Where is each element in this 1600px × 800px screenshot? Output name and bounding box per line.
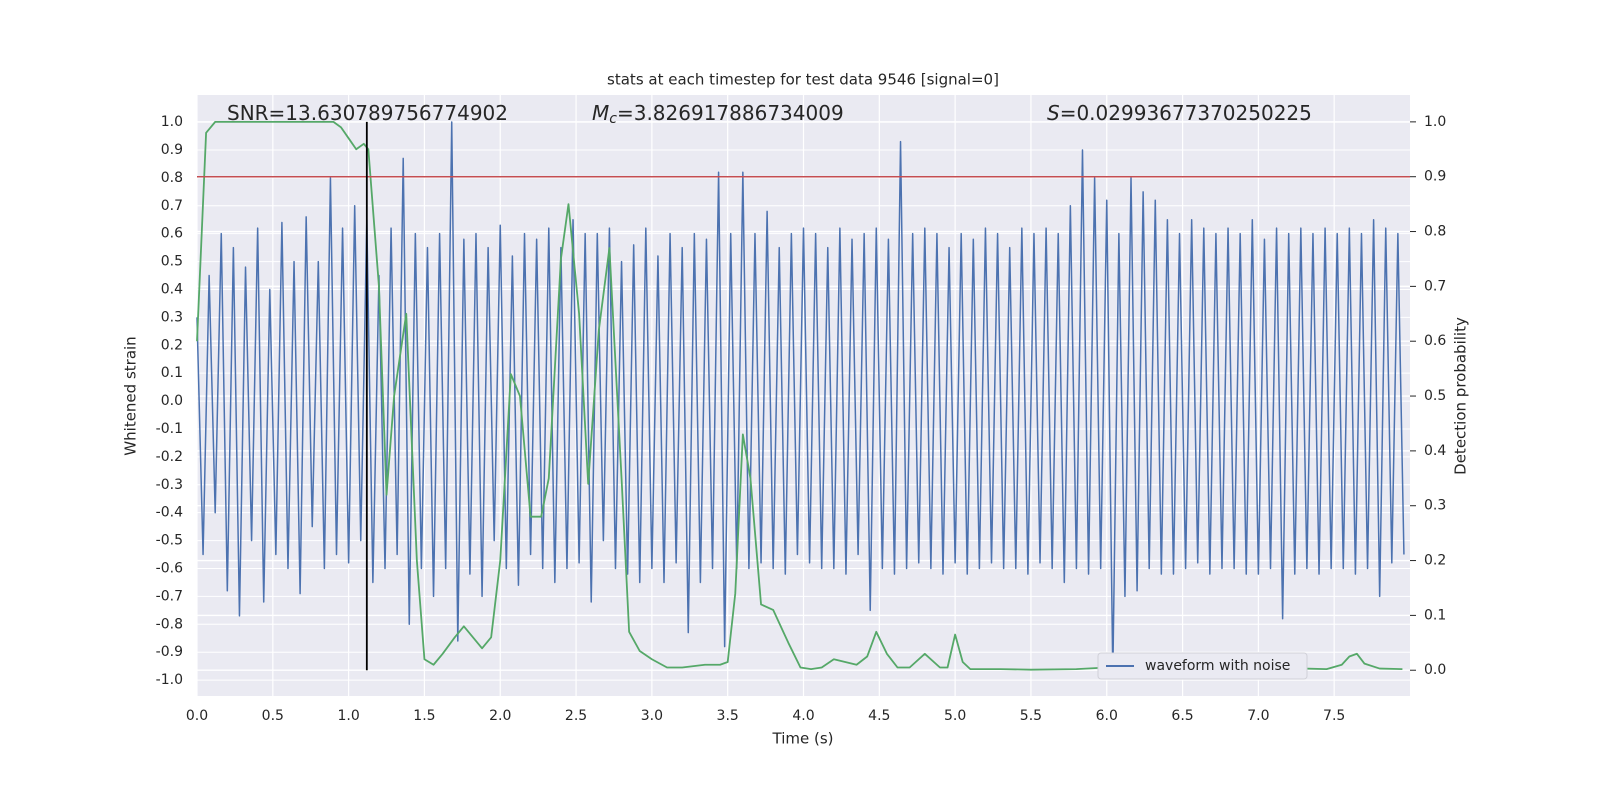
x-tick-label: 5.0 [944,708,966,724]
annotation: S=0.02993677370250225 [1047,101,1312,125]
y-axis-label: Whitened strain [122,336,140,455]
annotation-text: =0.02993677370250225 [1060,101,1312,125]
x-tick-label: 0.0 [186,708,208,724]
x-tick-label: 4.0 [792,708,814,724]
y-tick-label: -0.7 [156,588,183,604]
y-tick-label: -1.0 [156,672,183,688]
y-tick-label: -0.3 [156,477,183,493]
x-tick-label: 3.5 [717,708,739,724]
x-tick-label: 2.5 [565,708,587,724]
y-tick-label: 0.0 [161,393,183,409]
y2-tick-label: 0.4 [1424,443,1446,459]
y2-tick-label: 0.8 [1424,224,1446,240]
legend-label: waveform with noise [1145,658,1290,674]
y2-tick-label: 1.0 [1424,114,1446,130]
x-tick-label: 1.0 [337,708,359,724]
y2-tick-label: 0.6 [1424,333,1446,349]
x-tick-label: 5.5 [1020,708,1042,724]
y-tick-label: -0.5 [156,533,183,549]
y-tick-label: 0.9 [161,142,183,158]
y-tick-label: 0.1 [161,365,183,381]
y-tick-label: 0.4 [161,281,183,297]
y-tick-label: -0.4 [156,505,183,521]
y-tick-label: -0.9 [156,644,183,660]
x-tick-label: 3.0 [641,708,663,724]
y-tick-label: -0.8 [156,616,183,632]
y-tick-label: 0.8 [161,170,183,186]
y-tick-label: -0.2 [156,449,183,465]
y2-tick-label: 0.1 [1424,607,1446,623]
y2-axis-label: Detection probability [1452,317,1470,475]
y-tick-label: 0.6 [161,226,183,242]
y-tick-label: 0.7 [161,198,183,214]
annotation-symbol: M [592,101,609,125]
x-axis-label: Time (s) [772,730,834,748]
annotation: Mc=3.826917886734009 [592,101,844,128]
y-tick-label: 0.3 [161,309,183,325]
y2-tick-label: 0.3 [1424,498,1446,514]
annotation-symbol: S [1047,101,1060,125]
y-tick-label: 0.5 [161,254,183,270]
x-tick-label: 2.0 [489,708,511,724]
y2-tick-label: 0.0 [1424,662,1446,678]
annotation: SNR=13.630789756774902 [227,101,508,125]
y2-tick-label: 0.7 [1424,278,1446,294]
series-line [196,121,1405,676]
x-tick-label: 7.5 [1323,708,1345,724]
y-tick-label: 0.2 [161,337,183,353]
y-tick-label: 1.0 [161,114,183,130]
x-tick-label: 6.5 [1171,708,1193,724]
y2-tick-label: 0.5 [1424,388,1446,404]
x-tick-label: 7.0 [1247,708,1269,724]
annotation-text: =3.826917886734009 [617,101,844,125]
y2-tick-label: 0.2 [1424,553,1446,569]
x-tick-label: 4.5 [868,708,890,724]
chart-title: stats at each timestep for test data 954… [607,71,999,89]
x-tick-label: 1.5 [413,708,435,724]
x-tick-label: 6.0 [1096,708,1118,724]
y-tick-label: -0.6 [156,560,183,576]
annotation-text: SNR=13.630789756774902 [227,101,508,125]
y2-tick-label: 0.9 [1424,169,1446,185]
x-tick-label: 0.5 [262,708,284,724]
y-tick-label: -0.1 [156,421,183,437]
legend-box [1097,652,1308,680]
annotation-subscript: c [609,111,617,127]
